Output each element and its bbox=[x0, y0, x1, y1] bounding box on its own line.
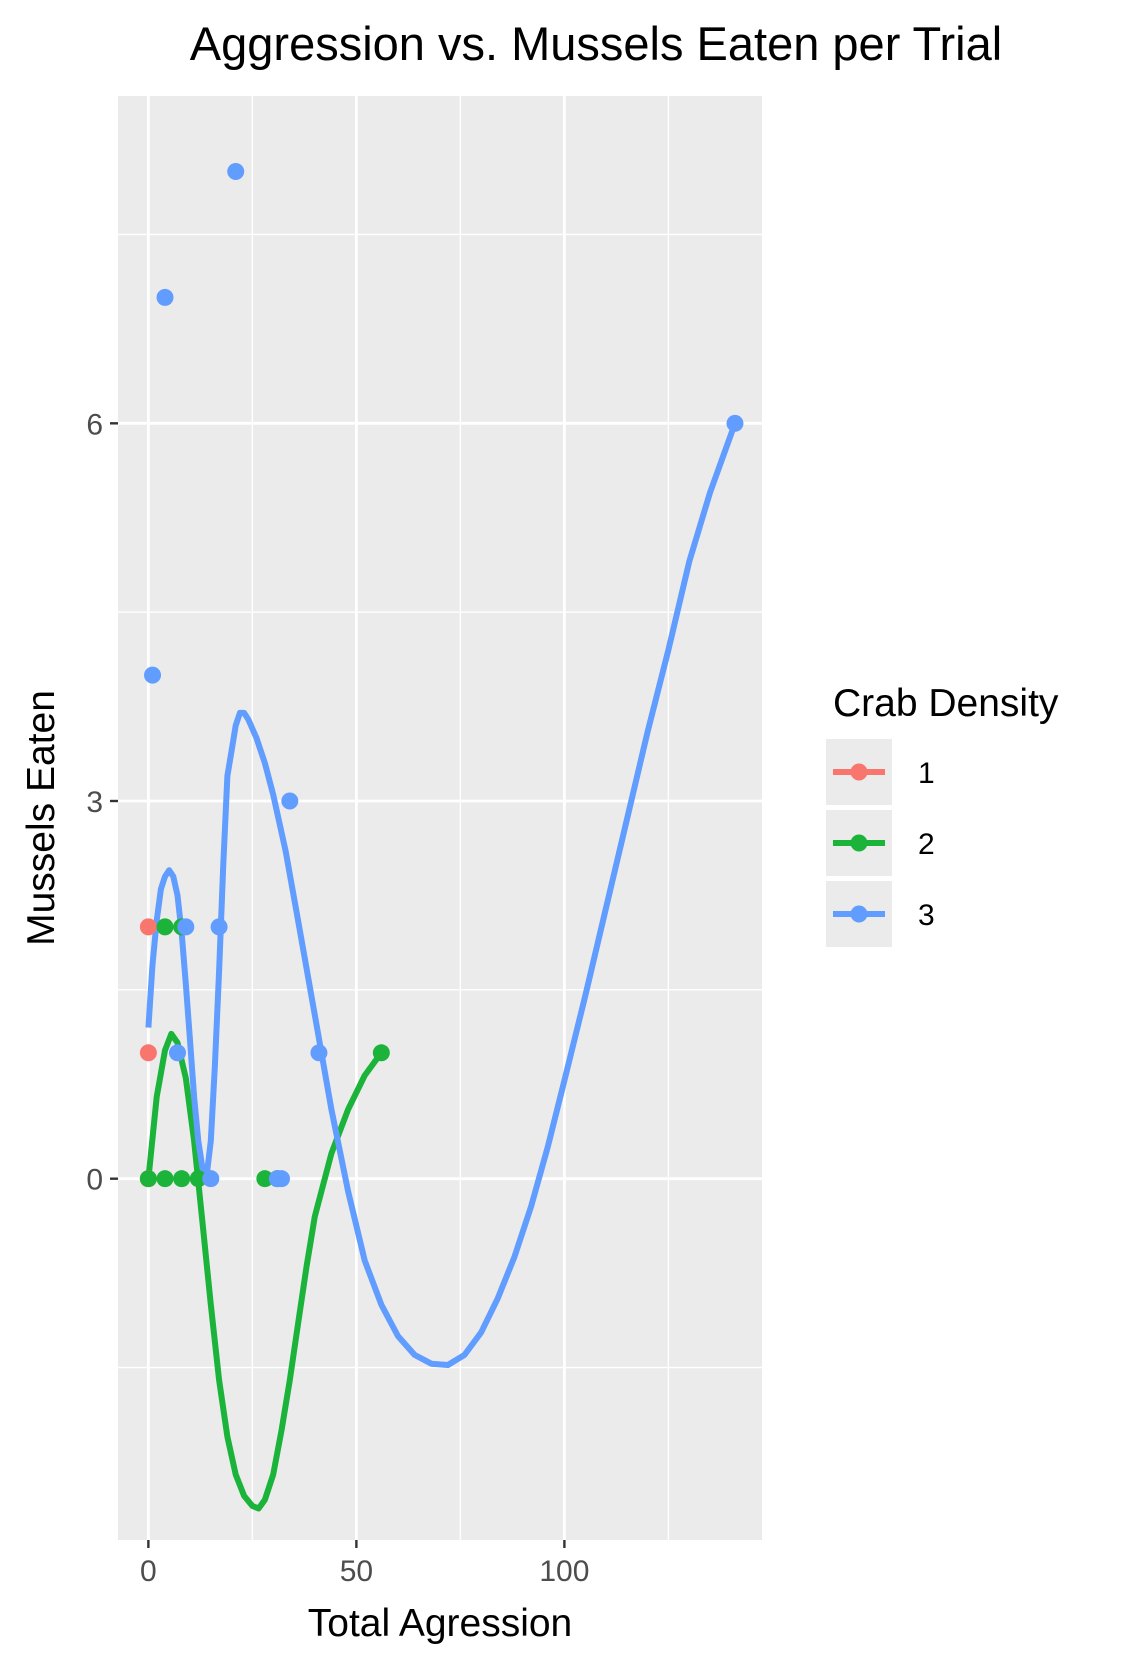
y-tick-label: 3 bbox=[86, 786, 103, 819]
point-series-3 bbox=[202, 1170, 220, 1188]
legend: Crab Density 1 2 3 bbox=[826, 682, 1059, 947]
curve-series-3 bbox=[145, 422, 738, 1368]
point-series-2 bbox=[156, 918, 174, 936]
point-series-3 bbox=[726, 414, 744, 432]
point-series-1 bbox=[139, 1044, 157, 1062]
x-axis: 0 50 100 bbox=[140, 1540, 589, 1588]
x-axis-title: Total Agression bbox=[308, 1602, 573, 1645]
point-series-3 bbox=[272, 1170, 290, 1188]
x-tick-label: 50 bbox=[340, 1555, 373, 1588]
point-series-1 bbox=[139, 918, 157, 936]
x-tick-label: 100 bbox=[539, 1555, 589, 1588]
point-series-2 bbox=[189, 1170, 207, 1188]
point-series-3 bbox=[310, 1044, 328, 1062]
point-series-3 bbox=[210, 918, 228, 936]
point-series-3 bbox=[177, 918, 195, 936]
data-points bbox=[139, 163, 744, 1188]
legend-label: 2 bbox=[918, 828, 935, 861]
legend-label: 3 bbox=[918, 899, 935, 932]
point-series-2 bbox=[256, 1170, 274, 1188]
point-series-3 bbox=[227, 163, 245, 181]
y-tick-label: 0 bbox=[86, 1164, 103, 1197]
point-series-2 bbox=[173, 1170, 191, 1188]
point-series-3 bbox=[168, 1044, 186, 1062]
chart-title: Aggression vs. Mussels Eaten per Trial bbox=[190, 17, 1002, 70]
point-series-2 bbox=[156, 1170, 174, 1188]
point-series-3 bbox=[144, 666, 162, 684]
legend-label: 1 bbox=[918, 757, 935, 790]
major-gridlines bbox=[118, 96, 762, 1540]
y-axis: 0 3 6 bbox=[86, 408, 118, 1197]
y-tick-label: 6 bbox=[86, 408, 103, 441]
legend-title: Crab Density bbox=[833, 682, 1059, 725]
point-series-3 bbox=[281, 792, 299, 810]
legend-key-point bbox=[850, 763, 868, 781]
point-series-3 bbox=[156, 288, 174, 306]
y-axis-title: Mussels Eaten bbox=[20, 690, 63, 946]
x-tick-label: 0 bbox=[140, 1555, 157, 1588]
legend-key-point bbox=[850, 905, 868, 923]
legend-key-point bbox=[850, 834, 868, 852]
point-series-2 bbox=[139, 1170, 157, 1188]
point-series-2 bbox=[372, 1044, 390, 1062]
minor-gridlines bbox=[118, 96, 762, 1540]
